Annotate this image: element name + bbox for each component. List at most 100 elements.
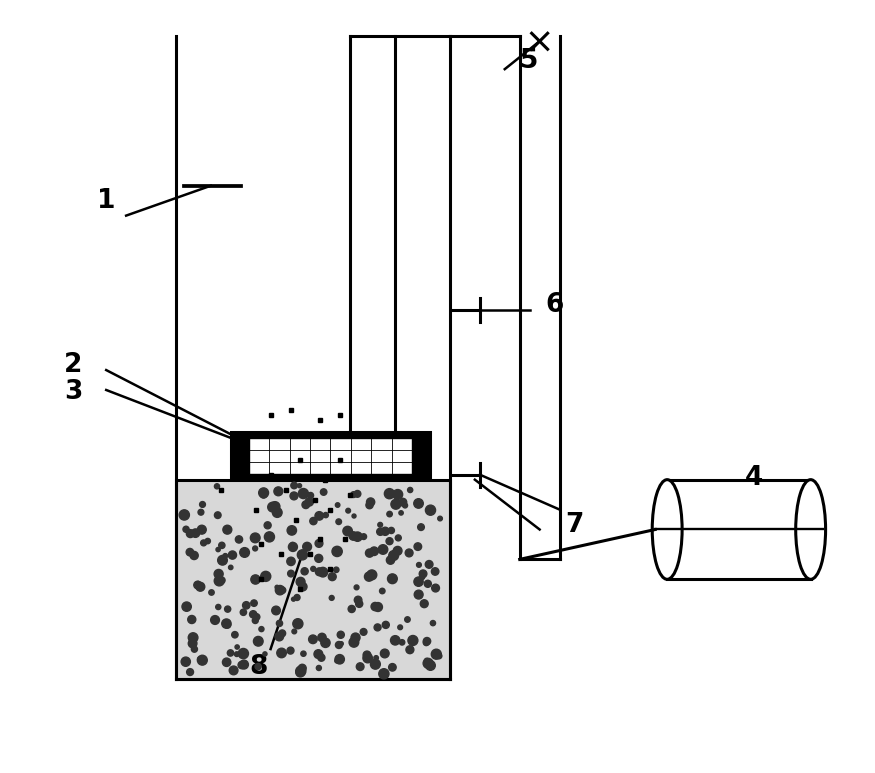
Point — [218, 550, 232, 562]
Point — [296, 581, 310, 593]
Point — [414, 521, 428, 533]
Point — [357, 625, 371, 638]
Point — [378, 647, 392, 659]
Point — [269, 499, 283, 512]
Point — [412, 559, 426, 571]
Point — [226, 549, 240, 561]
Point — [215, 540, 229, 552]
Point — [234, 659, 248, 671]
Point — [374, 526, 388, 538]
Point — [346, 530, 360, 542]
Point — [421, 657, 435, 669]
Point — [247, 597, 261, 609]
Point — [382, 488, 396, 500]
Point — [347, 510, 361, 523]
Point — [271, 485, 285, 498]
Point — [351, 530, 365, 543]
Point — [378, 525, 392, 537]
Point — [411, 540, 425, 553]
Point — [382, 508, 396, 520]
Point — [334, 638, 348, 650]
Point — [273, 584, 287, 596]
Point — [345, 603, 359, 615]
Point — [362, 547, 376, 559]
Point — [388, 634, 402, 646]
Point — [179, 523, 193, 536]
Point — [329, 564, 343, 576]
Point — [248, 532, 262, 544]
Point — [316, 566, 330, 578]
Point — [185, 613, 199, 625]
Point — [312, 648, 326, 660]
Point — [197, 536, 211, 549]
Point — [371, 601, 385, 613]
Point — [362, 570, 376, 583]
Point — [398, 499, 412, 512]
Point — [348, 632, 362, 644]
Point — [256, 487, 270, 499]
Point — [187, 550, 201, 562]
Point — [286, 541, 300, 553]
Point — [178, 509, 192, 521]
Point — [312, 552, 326, 564]
Point — [383, 554, 397, 567]
Point — [251, 660, 265, 673]
Point — [402, 547, 416, 559]
Point — [179, 601, 193, 613]
Point — [220, 523, 234, 536]
Point — [340, 525, 354, 537]
Point — [390, 545, 404, 557]
Point — [275, 647, 289, 659]
Text: 1: 1 — [97, 188, 116, 213]
Point — [193, 581, 207, 593]
Point — [195, 523, 209, 536]
Point — [396, 496, 410, 509]
Point — [411, 497, 425, 509]
Point — [183, 546, 197, 558]
Point — [238, 547, 252, 559]
Point — [325, 591, 339, 604]
Point — [306, 633, 320, 645]
Ellipse shape — [652, 480, 682, 579]
Text: 6: 6 — [545, 292, 564, 318]
Point — [298, 499, 312, 511]
Point — [220, 618, 234, 631]
Point — [213, 574, 227, 587]
Point — [421, 577, 435, 590]
Point — [346, 636, 360, 649]
Point — [230, 641, 244, 653]
Point — [312, 509, 326, 522]
Point — [420, 635, 434, 647]
Text: 4: 4 — [745, 465, 763, 491]
Point — [178, 656, 192, 668]
Point — [382, 535, 396, 547]
Point — [191, 579, 205, 591]
Point — [215, 554, 229, 567]
Point — [420, 654, 434, 666]
Point — [368, 545, 382, 557]
Point — [237, 659, 251, 671]
Point — [200, 535, 214, 547]
Point — [403, 484, 417, 496]
Point — [422, 558, 436, 570]
Point — [224, 561, 238, 574]
Point — [306, 515, 320, 527]
Point — [424, 504, 438, 516]
Point — [284, 555, 298, 567]
Point — [239, 599, 253, 611]
Point — [411, 588, 425, 601]
Point — [272, 617, 286, 629]
Point — [236, 606, 250, 618]
Point — [268, 500, 282, 512]
Point — [350, 488, 364, 500]
Point — [292, 479, 306, 492]
Point — [396, 636, 410, 649]
Point — [332, 638, 346, 651]
Point — [369, 652, 383, 664]
Point — [211, 509, 225, 521]
Point — [357, 530, 371, 543]
Point — [368, 601, 382, 613]
Point — [223, 647, 237, 659]
Point — [248, 543, 262, 555]
Text: 2: 2 — [64, 352, 82, 378]
